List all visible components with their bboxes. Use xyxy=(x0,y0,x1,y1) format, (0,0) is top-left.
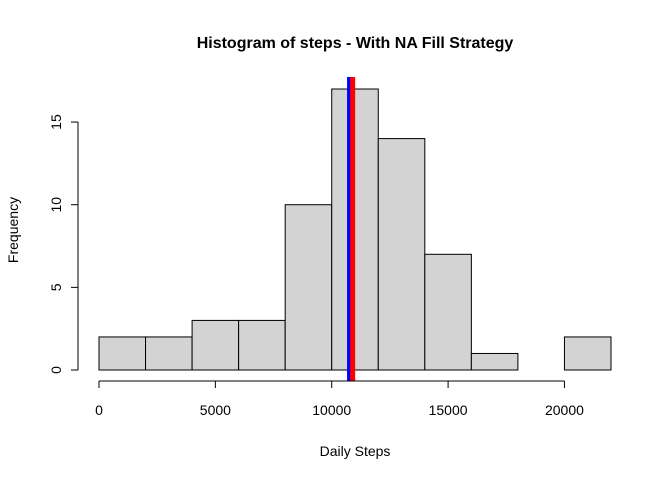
histogram-bar-2 xyxy=(191,319,240,371)
reference-lines-group xyxy=(347,77,356,381)
x-tick-label-2: 10000 xyxy=(312,402,351,418)
histogram-bar-6 xyxy=(377,138,426,371)
y-tick-label-1: 5 xyxy=(48,283,64,291)
x-tick-label-0: 0 xyxy=(95,402,103,418)
y-axis-label: Frequency xyxy=(5,197,21,263)
histogram-bar-4 xyxy=(284,204,333,371)
histogram-bar-0 xyxy=(98,336,147,371)
chart-title: Histogram of steps - With NA Fill Strate… xyxy=(197,35,514,52)
y-tick-label-0: 0 xyxy=(48,366,64,374)
histogram-bar-7 xyxy=(424,253,472,371)
y-tick-label-3: 15 xyxy=(48,114,64,130)
histogram-bar-1 xyxy=(145,336,193,371)
x-axis-label: Daily Steps xyxy=(320,443,391,459)
histogram-bar-8 xyxy=(470,352,519,371)
x-tick-label-3: 15000 xyxy=(429,402,468,418)
y-axis: 0 5 10 15 xyxy=(48,114,79,374)
x-tick-label-4: 20000 xyxy=(545,402,584,418)
x-axis: 0 5000 10000 15000 20000 xyxy=(95,380,584,418)
x-tick-label-1: 5000 xyxy=(200,402,231,418)
y-tick-label-2: 10 xyxy=(48,197,64,213)
histogram-bar-3 xyxy=(238,319,286,371)
histogram-bar-10 xyxy=(563,336,612,371)
